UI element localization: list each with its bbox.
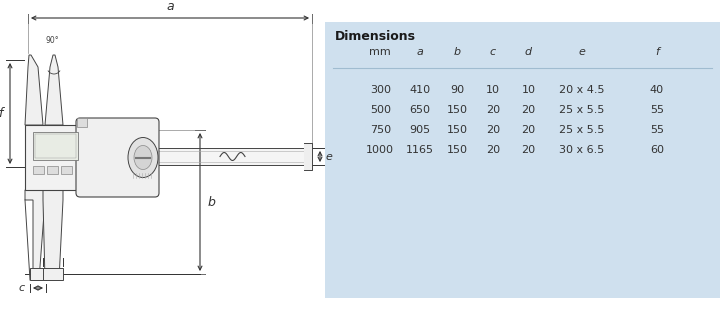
Text: 90: 90: [450, 85, 465, 95]
Bar: [35, 134, 76, 158]
Text: a: a: [166, 0, 174, 13]
Text: 55: 55: [650, 125, 664, 135]
Text: 20: 20: [521, 125, 536, 135]
Polygon shape: [45, 55, 63, 125]
Text: 25 x 5.5: 25 x 5.5: [559, 105, 605, 115]
Text: 20: 20: [486, 125, 500, 135]
Text: 1165: 1165: [406, 145, 434, 155]
Text: 300: 300: [370, 85, 391, 95]
Text: e: e: [579, 47, 585, 57]
Text: 25 x 5.5: 25 x 5.5: [559, 125, 605, 135]
Bar: [33, 132, 78, 160]
Text: 40: 40: [650, 85, 664, 95]
Text: 60: 60: [650, 145, 664, 155]
Text: 30 x 6.5: 30 x 6.5: [559, 145, 605, 155]
Text: 410: 410: [409, 85, 431, 95]
Text: c: c: [19, 283, 25, 293]
Text: 750: 750: [370, 125, 391, 135]
Text: 905: 905: [409, 125, 431, 135]
Text: a: a: [416, 47, 423, 57]
Polygon shape: [25, 55, 43, 125]
Bar: [25, 148, 308, 165]
Bar: [304, 143, 312, 170]
FancyBboxPatch shape: [76, 118, 159, 197]
Bar: [77, 118, 87, 127]
Text: Dimensions: Dimensions: [335, 30, 416, 43]
Text: b: b: [208, 196, 216, 209]
Text: 20: 20: [486, 145, 500, 155]
Bar: [43, 268, 63, 280]
Bar: [25, 125, 135, 190]
Text: 90°: 90°: [45, 36, 59, 45]
Bar: [61, 166, 72, 174]
Text: d: d: [49, 246, 57, 256]
Text: d: d: [525, 47, 532, 57]
Polygon shape: [43, 190, 63, 280]
Ellipse shape: [128, 138, 158, 178]
Text: 650: 650: [410, 105, 431, 115]
Text: 55: 55: [650, 105, 664, 115]
Text: 10: 10: [486, 85, 500, 95]
Text: b: b: [454, 47, 461, 57]
Text: f: f: [0, 107, 3, 120]
Text: 150: 150: [447, 105, 468, 115]
Text: 20 x 4.5: 20 x 4.5: [559, 85, 605, 95]
FancyBboxPatch shape: [325, 22, 720, 298]
Text: f: f: [655, 47, 659, 57]
Text: 10: 10: [521, 85, 536, 95]
Text: 500: 500: [370, 105, 391, 115]
Bar: [33, 166, 44, 174]
Bar: [30, 268, 46, 280]
Text: c: c: [490, 47, 496, 57]
Bar: [47, 166, 58, 174]
Text: 150: 150: [447, 145, 468, 155]
Ellipse shape: [134, 146, 152, 170]
Text: 1000: 1000: [366, 145, 394, 155]
Text: e: e: [325, 151, 332, 162]
Text: 20: 20: [521, 105, 536, 115]
Polygon shape: [25, 190, 45, 280]
Text: 20: 20: [521, 145, 536, 155]
Text: 150: 150: [447, 125, 468, 135]
Text: 20: 20: [486, 105, 500, 115]
Text: mm: mm: [370, 47, 392, 57]
